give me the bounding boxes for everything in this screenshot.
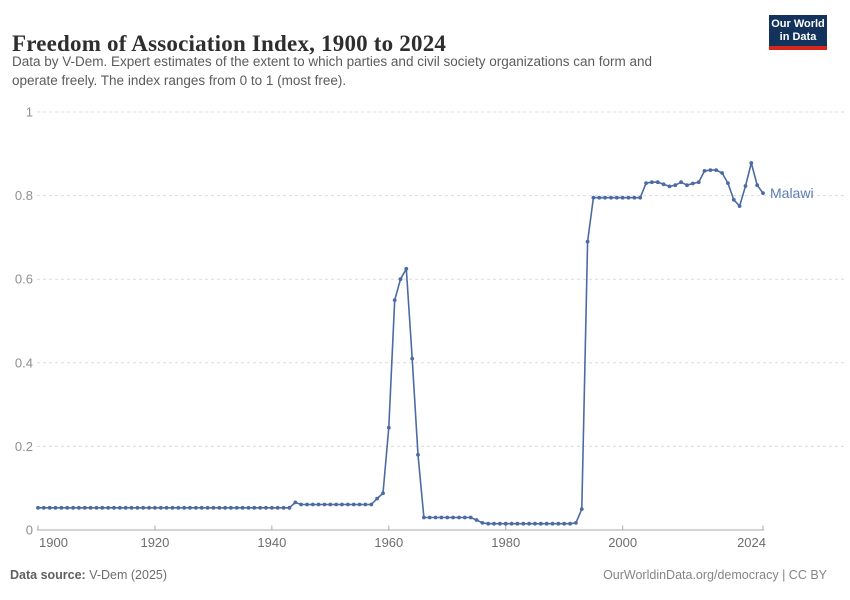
footer-link[interactable]: OurWorldinData.org/democracy | CC BY	[603, 568, 827, 582]
chart-plot: 0 0.2 0.4 0.6 0.8 1 1900 1920 1940 1960 1980 2000 20…	[15, 105, 846, 550]
svg-text:2000: 2000	[608, 535, 637, 550]
data-source: Data source: V-Dem (2025)	[10, 568, 167, 582]
y-tick-labels: 0 0.2 0.4 0.6 0.8 1	[15, 105, 33, 538]
data-source-value: V-Dem (2025)	[85, 568, 168, 582]
chart-subtitle-line1: Data by V-Dem. Expert estimates of the e…	[12, 54, 653, 69]
line-series-malawi[interactable]	[36, 161, 765, 526]
y-gridlines	[37, 111, 846, 447]
logo-line2: in Data	[779, 30, 817, 43]
chart-subtitle-line2: operate freely. The index ranges from 0 …	[12, 73, 347, 88]
x-axis: 1900 1920 1940 1960 1980 2000 2024	[37, 525, 766, 550]
chart-subtitle: Data by V-Dem. Expert estimates of the e…	[12, 52, 732, 90]
series-label-malawi: Malawi	[770, 185, 814, 202]
svg-text:1940: 1940	[257, 535, 286, 550]
svg-text:1980: 1980	[491, 535, 520, 550]
svg-text:2024: 2024	[737, 535, 766, 550]
chart-area: 0 0.2 0.4 0.6 0.8 1 1900 1920 1940 1960 1980 2000 20…	[0, 100, 850, 570]
svg-text:1900: 1900	[39, 535, 68, 550]
svg-text:0.4: 0.4	[15, 355, 33, 370]
svg-text:1960: 1960	[374, 535, 403, 550]
svg-text:0: 0	[26, 523, 33, 538]
svg-text:1920: 1920	[140, 535, 169, 550]
logo-line1: Our World	[771, 18, 825, 30]
owid-logo[interactable]: Our World in Data	[769, 15, 827, 50]
page-title: Freedom of Association Index, 1900 to 20…	[12, 31, 447, 57]
svg-text:0.6: 0.6	[15, 272, 33, 287]
svg-text:0.8: 0.8	[15, 188, 33, 203]
svg-text:0.2: 0.2	[15, 439, 33, 454]
svg-text:1: 1	[26, 105, 33, 120]
data-source-label: Data source:	[10, 568, 86, 582]
chart-footer: Data source: V-Dem (2025) OurWorldinData…	[10, 568, 827, 582]
